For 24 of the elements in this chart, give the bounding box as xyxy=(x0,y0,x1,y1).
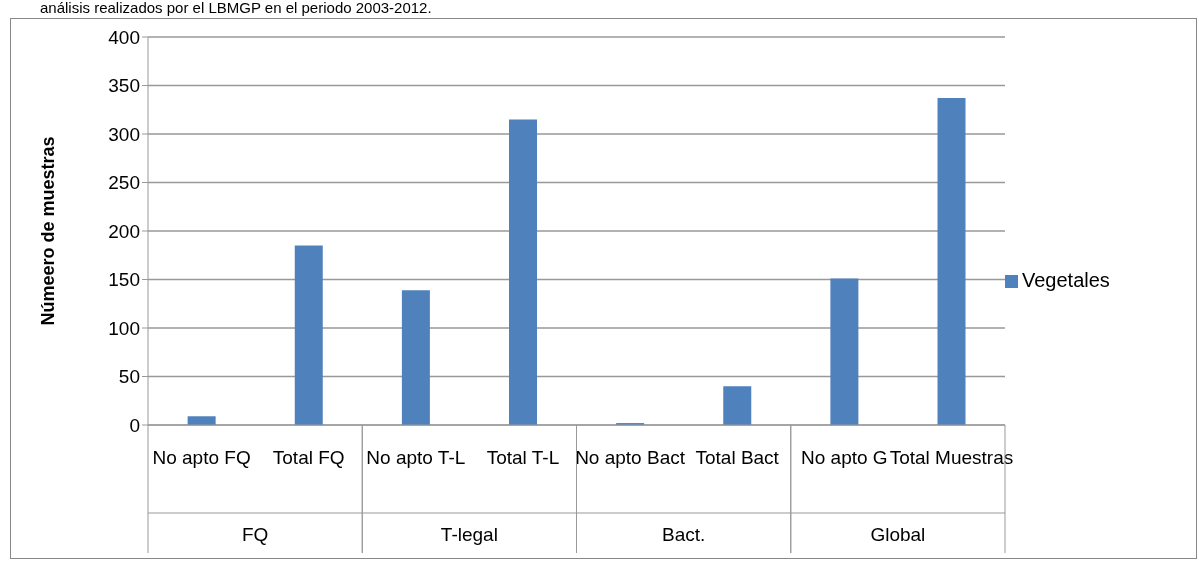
y-tick-label: 150 xyxy=(108,269,140,291)
x-tick-label: No apto FQ xyxy=(152,447,251,469)
x-tick-label: Total FQ xyxy=(272,447,345,469)
y-axis-title: Númeero de muestras xyxy=(38,136,59,326)
text: T-legal xyxy=(440,524,498,545)
y-tick-label: 200 xyxy=(108,220,140,242)
legend-label: Vegetales xyxy=(1022,269,1110,291)
y-tick-label: 100 xyxy=(108,317,140,339)
y-tick-label: 50 xyxy=(118,366,140,388)
text: Global xyxy=(870,524,926,545)
y-tick-label: 250 xyxy=(108,172,140,194)
text: análisis realizados por el LBMGP en el periodo 2003-2012. xyxy=(40,0,432,16)
y-tick-label: 350 xyxy=(108,75,140,97)
x-tick-label: Total Bact xyxy=(695,447,780,469)
x-tick-label: No apto G xyxy=(801,447,888,469)
x-tick-label: Total T-L xyxy=(486,447,560,469)
y-tick-label: 300 xyxy=(108,123,140,145)
x-tick-label: No apto T-L xyxy=(366,447,466,469)
text: Bact. xyxy=(661,524,706,545)
x-tick-label: No apto Bact xyxy=(575,447,686,469)
y-tick-label: 0 xyxy=(129,414,140,436)
x-tick-label: Total Muestras xyxy=(889,447,1014,469)
text: FQ xyxy=(241,524,269,545)
y-tick-label: 400 xyxy=(108,26,140,48)
